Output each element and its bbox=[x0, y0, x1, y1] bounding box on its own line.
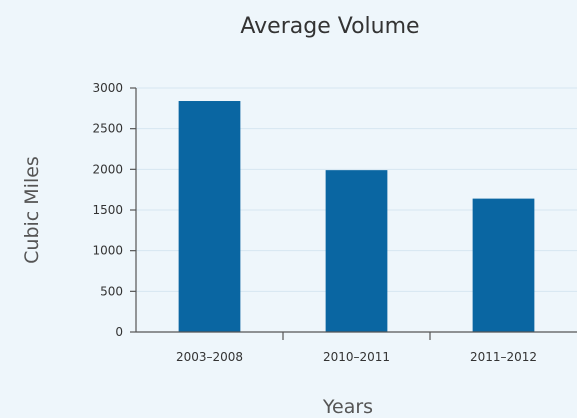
y-tick-label: 3000 bbox=[92, 81, 123, 95]
x-axis-label: Years bbox=[322, 396, 373, 418]
x-tick-label: 2010–2011 bbox=[323, 350, 390, 364]
bar bbox=[178, 101, 241, 332]
y-tick-label: 2000 bbox=[92, 162, 123, 176]
x-axis-ticks: 2003–2008 2010–2011 2011–2012 bbox=[176, 332, 537, 364]
x-tick-label: 2003–2008 bbox=[176, 350, 243, 364]
bars bbox=[178, 101, 535, 332]
y-tick-label: 500 bbox=[100, 284, 123, 298]
bar bbox=[472, 198, 535, 332]
y-axis-ticks: 0 500 1000 1500 2000 2500 3000 bbox=[92, 81, 136, 339]
y-tick-label: 0 bbox=[115, 325, 123, 339]
y-tick-label: 1000 bbox=[92, 244, 123, 258]
chart-title: Average Volume bbox=[240, 14, 419, 39]
y-axis-label: Cubic Miles bbox=[21, 156, 43, 264]
y-tick-label: 1500 bbox=[92, 203, 123, 217]
x-tick-label: 2011–2012 bbox=[470, 350, 537, 364]
y-tick-label: 2500 bbox=[92, 122, 123, 136]
bar bbox=[325, 170, 388, 332]
